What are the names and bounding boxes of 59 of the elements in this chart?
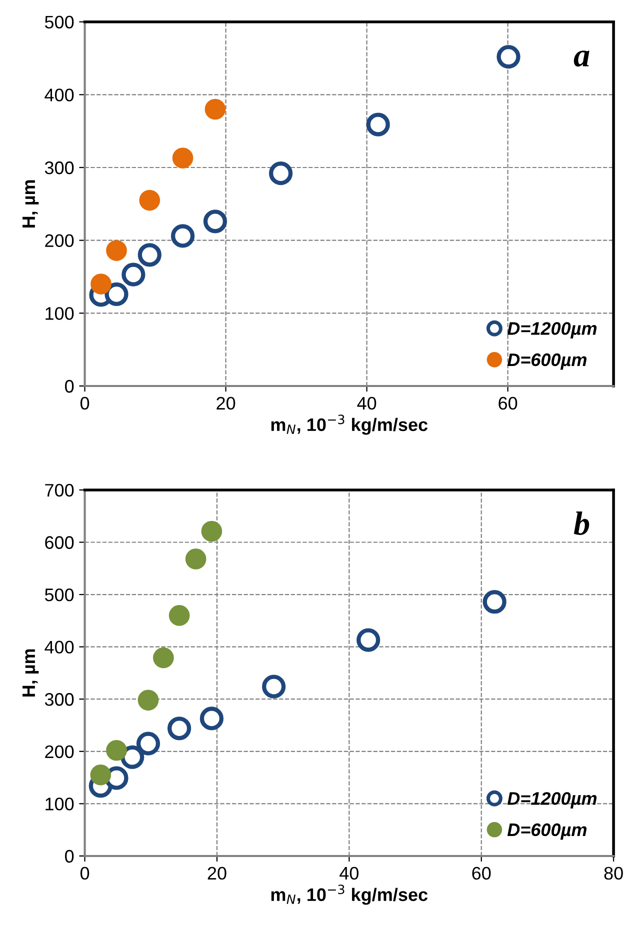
point (204, 98, 226, 120)
legend-label: D=600µm (507, 353, 587, 370)
point (138, 243, 162, 267)
x-tick-label: 40 (340, 866, 359, 880)
x-tick-label: 80 (604, 866, 623, 880)
legend-label: D=1200µm (507, 792, 597, 808)
x-tick-label: 60 (472, 866, 491, 880)
y-axis-title: H, µm (22, 649, 39, 697)
y-tick-label: 300 (44, 693, 74, 706)
point (203, 210, 228, 234)
x-tick-label: 40 (357, 396, 376, 410)
point (106, 740, 127, 761)
x-tick-label: 60 (498, 396, 518, 410)
y-tick-label: 100 (46, 307, 74, 320)
y-tick-label: 500 (44, 16, 74, 29)
y-tick-label: 100 (46, 798, 74, 810)
point (139, 190, 160, 211)
y-tick-label: 700 (45, 484, 74, 497)
point (366, 112, 390, 136)
legend-label: D=600µm (507, 823, 587, 840)
point (268, 162, 293, 186)
y-tick-label: 0 (65, 380, 74, 393)
point (201, 520, 222, 542)
y-tick-label: 300 (44, 161, 74, 174)
point (482, 590, 506, 614)
point (185, 548, 206, 570)
y-axis-title: H, µm (22, 180, 39, 228)
annotation: b (574, 511, 590, 535)
x-axis-title: m$_{N}$, 10$^{−3}$ kg/m/sec (271, 414, 428, 435)
legend-label: D=1200µm (507, 322, 597, 338)
point (90, 274, 112, 294)
point (136, 732, 160, 756)
point (167, 716, 192, 740)
point (153, 647, 174, 668)
annotation: a (574, 50, 590, 67)
point (106, 240, 127, 261)
point (200, 706, 224, 730)
point (356, 628, 380, 652)
y-tick-label: 200 (45, 745, 74, 758)
y-tick-label: 500 (44, 588, 74, 602)
x-axis-title: m$_{N}$, 10$^{−3}$ kg/m/sec (271, 884, 428, 905)
y-tick-label: 0 (65, 850, 74, 863)
y-tick-label: 600 (45, 536, 74, 549)
y-tick-label: 400 (44, 640, 74, 654)
x-tick-label: 0 (80, 866, 90, 880)
point (172, 148, 194, 168)
x-tick-label: 0 (80, 396, 90, 410)
x-tick-label: 20 (208, 866, 226, 880)
point (168, 605, 190, 626)
y-tick-label: 200 (45, 234, 74, 248)
x-tick-label: 20 (216, 396, 236, 410)
point (138, 690, 159, 711)
point (170, 224, 195, 248)
point (496, 44, 520, 69)
point (90, 764, 112, 786)
point (104, 282, 128, 306)
point (122, 262, 146, 286)
y-tick-label: 400 (44, 88, 74, 102)
point (262, 674, 286, 698)
